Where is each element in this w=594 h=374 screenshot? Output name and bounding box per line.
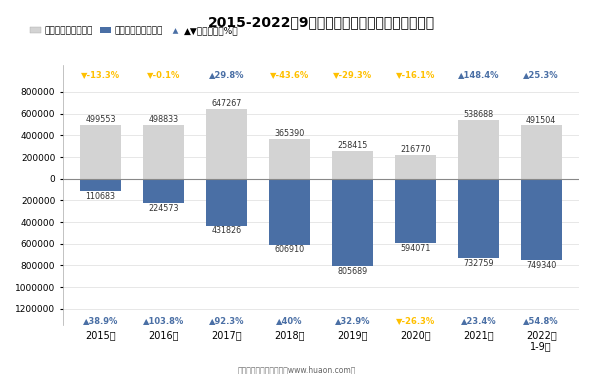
Text: ▼-26.3%: ▼-26.3% [396, 316, 435, 325]
Text: ▼-0.1%: ▼-0.1% [147, 70, 181, 79]
Text: ▲23.4%: ▲23.4% [460, 316, 496, 325]
Text: ▼-43.6%: ▼-43.6% [270, 70, 309, 79]
Legend: 出口总额（万美元）, 进口总额（万美元）, ▲▼同比增长（%）: 出口总额（万美元）, 进口总额（万美元）, ▲▼同比增长（%） [26, 22, 242, 39]
Bar [80, 125, 121, 179]
Bar [521, 179, 562, 260]
Text: ▲40%: ▲40% [276, 316, 303, 325]
Text: 732759: 732759 [463, 259, 494, 268]
Bar [395, 155, 436, 179]
Text: 538688: 538688 [463, 110, 494, 119]
Text: ▲103.8%: ▲103.8% [143, 316, 184, 325]
Text: 431826: 431826 [211, 226, 242, 235]
Bar [269, 139, 310, 179]
Text: 224573: 224573 [148, 204, 179, 213]
Text: ▲148.4%: ▲148.4% [457, 70, 499, 79]
Text: 制图：华经产业研究院（www.huaon.com）: 制图：华经产业研究院（www.huaon.com） [238, 365, 356, 374]
Text: ▲32.9%: ▲32.9% [334, 316, 370, 325]
Bar [143, 125, 184, 179]
Title: 2015-2022年9月广州南沙综合保税区进、出口额: 2015-2022年9月广州南沙综合保税区进、出口额 [207, 15, 434, 29]
Bar [206, 108, 247, 179]
Text: 594071: 594071 [400, 244, 431, 253]
Bar [458, 179, 499, 258]
Text: ▲25.3%: ▲25.3% [523, 70, 559, 79]
Bar [395, 179, 436, 243]
Text: ▲92.3%: ▲92.3% [208, 316, 244, 325]
Text: 647267: 647267 [211, 99, 242, 108]
Text: ▼-16.1%: ▼-16.1% [396, 70, 435, 79]
Bar [143, 179, 184, 203]
Text: 491504: 491504 [526, 116, 557, 125]
Bar [458, 120, 499, 179]
Text: 110683: 110683 [86, 191, 116, 200]
Bar [332, 179, 373, 266]
Text: 258415: 258415 [337, 141, 368, 150]
Bar [332, 151, 373, 179]
Bar [269, 179, 310, 245]
Text: ▲54.8%: ▲54.8% [523, 316, 559, 325]
Text: ▼-29.3%: ▼-29.3% [333, 70, 372, 79]
Text: 216770: 216770 [400, 145, 431, 154]
Text: 749340: 749340 [526, 261, 557, 270]
Text: 499553: 499553 [86, 115, 116, 124]
Text: 805689: 805689 [337, 267, 368, 276]
Bar [80, 179, 121, 191]
Text: ▲38.9%: ▲38.9% [83, 316, 118, 325]
Text: 498833: 498833 [148, 115, 179, 124]
Text: 606910: 606910 [274, 245, 305, 254]
Bar [206, 179, 247, 226]
Text: ▼-13.3%: ▼-13.3% [81, 70, 120, 79]
Text: ▲29.8%: ▲29.8% [208, 70, 244, 79]
Text: 365390: 365390 [274, 129, 305, 138]
Bar [521, 125, 562, 179]
